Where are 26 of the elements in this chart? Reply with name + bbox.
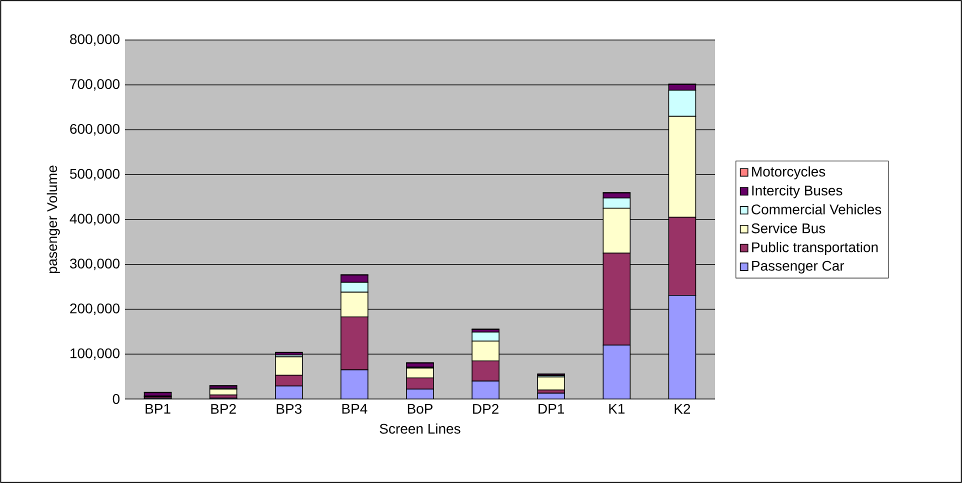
legend-label: Commercial Vehicles xyxy=(752,204,882,214)
x-tick-label: DP1 xyxy=(538,404,564,414)
y-tick-label: 300,000 xyxy=(70,258,120,270)
y-tick-label: 200,000 xyxy=(70,303,120,316)
x-tick-label: BP2 xyxy=(211,404,236,414)
y-tick-label: 400,000 xyxy=(70,214,120,226)
x-tick-label: BP1 xyxy=(146,404,170,414)
x-axis-title: Screen Lines xyxy=(380,423,460,434)
y-axis-title: pasenger Volume xyxy=(46,166,60,274)
y-tick-label: 800,000 xyxy=(70,34,120,46)
x-tick-label: BoP xyxy=(408,404,432,414)
y-tick-label: 700,000 xyxy=(70,79,120,91)
legend-label: Public transportation xyxy=(752,242,878,255)
x-tick-label: BP4 xyxy=(342,404,368,414)
y-tick-label: 0 xyxy=(112,394,120,404)
legend-label: Motorcycles xyxy=(752,166,826,180)
y-tick-label: 500,000 xyxy=(70,168,120,180)
legend-label: Intercity Buses xyxy=(752,185,842,198)
x-tick-label: K1 xyxy=(609,404,625,414)
legend-label: Passenger Car xyxy=(752,260,844,274)
x-tick-label: BP3 xyxy=(276,404,302,414)
legend-label: Service Bus xyxy=(752,223,826,234)
x-tick-label: K2 xyxy=(674,404,690,414)
x-tick-label: DP2 xyxy=(473,404,498,414)
y-tick-label: 100,000 xyxy=(70,348,120,360)
y-tick-label: 600,000 xyxy=(70,124,120,136)
